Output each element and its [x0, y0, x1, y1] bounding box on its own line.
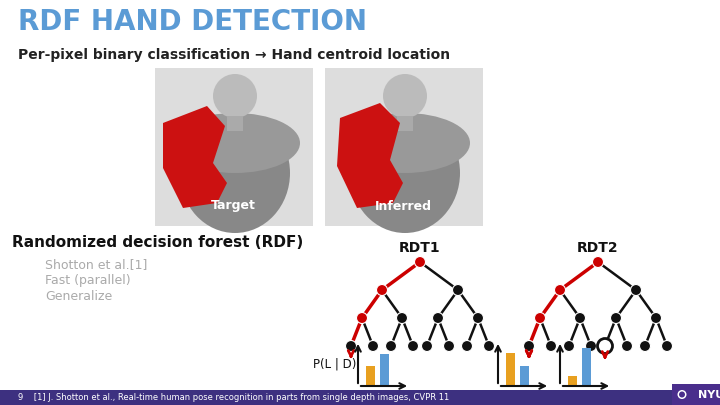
Bar — [155, 68, 313, 226]
Circle shape — [593, 256, 603, 267]
Text: 9    [1] J. Shotton et al., Real-time human pose recognition in parts from singl: 9 [1] J. Shotton et al., Real-time human… — [18, 394, 449, 403]
Text: Per-pixel binary classification → Hand centroid location: Per-pixel binary classification → Hand c… — [18, 48, 450, 62]
Bar — [380, 354, 389, 386]
Text: Generalize: Generalize — [45, 290, 112, 303]
Text: RDT1: RDT1 — [399, 241, 441, 255]
Circle shape — [213, 74, 257, 118]
Circle shape — [650, 313, 662, 324]
Circle shape — [385, 341, 397, 352]
Ellipse shape — [170, 113, 300, 173]
Text: Shotton et al.[1]: Shotton et al.[1] — [45, 258, 148, 271]
Circle shape — [631, 284, 642, 296]
Circle shape — [433, 313, 444, 324]
Polygon shape — [163, 106, 227, 208]
Bar — [397, 116, 413, 131]
Circle shape — [472, 313, 484, 324]
Circle shape — [444, 341, 454, 352]
Circle shape — [546, 341, 557, 352]
Text: RDF HAND DETECTION: RDF HAND DETECTION — [18, 8, 367, 36]
Text: Randomized decision forest (RDF): Randomized decision forest (RDF) — [12, 235, 303, 250]
Circle shape — [679, 392, 685, 397]
Circle shape — [575, 313, 585, 324]
Circle shape — [621, 341, 632, 352]
Bar — [568, 376, 577, 386]
Text: Target: Target — [210, 200, 256, 213]
Circle shape — [421, 341, 433, 352]
Text: RDT2: RDT2 — [577, 241, 618, 255]
Text: Inferred: Inferred — [374, 200, 431, 213]
Text: Fast (parallel): Fast (parallel) — [45, 274, 130, 287]
Circle shape — [534, 313, 546, 324]
Circle shape — [554, 284, 565, 296]
Polygon shape — [337, 103, 403, 208]
Circle shape — [564, 341, 575, 352]
Bar — [520, 366, 529, 386]
Circle shape — [523, 341, 534, 352]
Circle shape — [452, 284, 464, 296]
Circle shape — [408, 341, 418, 352]
Circle shape — [356, 313, 367, 324]
Circle shape — [415, 256, 426, 267]
Bar — [672, 384, 720, 405]
Circle shape — [397, 313, 408, 324]
Circle shape — [585, 341, 596, 352]
Bar — [0, 390, 720, 405]
Ellipse shape — [340, 113, 470, 173]
Circle shape — [598, 339, 613, 354]
Circle shape — [639, 341, 650, 352]
Ellipse shape — [350, 113, 460, 233]
Bar — [506, 353, 515, 386]
Circle shape — [678, 390, 686, 399]
Text: P(L | D): P(L | D) — [312, 358, 356, 371]
Circle shape — [484, 341, 495, 352]
Text: NYU: NYU — [698, 390, 720, 399]
Bar — [582, 348, 591, 386]
Text: Labels: Labels — [369, 397, 407, 405]
Circle shape — [611, 313, 621, 324]
Circle shape — [346, 341, 356, 352]
Bar — [366, 366, 375, 386]
Ellipse shape — [180, 113, 290, 233]
Circle shape — [662, 341, 672, 352]
Bar — [325, 68, 483, 226]
Bar — [227, 116, 243, 131]
Circle shape — [462, 341, 472, 352]
Circle shape — [377, 284, 387, 296]
Circle shape — [367, 341, 379, 352]
Circle shape — [383, 74, 427, 118]
